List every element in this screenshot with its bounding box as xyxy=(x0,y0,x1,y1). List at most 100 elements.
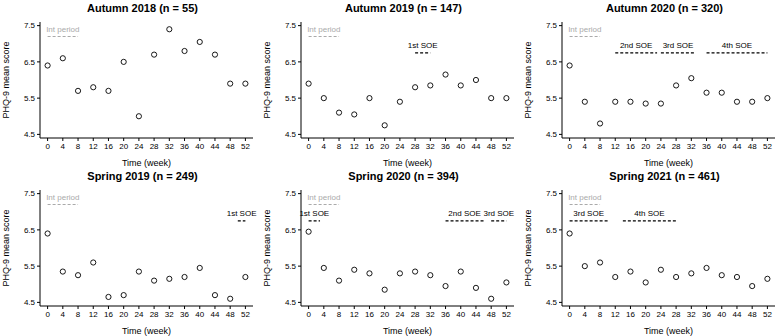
svg-text:20: 20 xyxy=(380,310,389,319)
svg-text:28: 28 xyxy=(672,142,681,151)
svg-text:16: 16 xyxy=(104,310,113,319)
svg-text:5.5: 5.5 xyxy=(285,94,297,103)
svg-text:4: 4 xyxy=(583,310,588,319)
svg-text:3rd SOE: 3rd SOE xyxy=(663,41,694,50)
svg-text:48: 48 xyxy=(748,310,757,319)
svg-text:44: 44 xyxy=(733,142,742,151)
svg-text:8: 8 xyxy=(598,310,603,319)
svg-text:0: 0 xyxy=(306,310,311,319)
svg-text:0: 0 xyxy=(45,142,50,151)
svg-text:20: 20 xyxy=(641,142,650,151)
svg-text:2nd SOE: 2nd SOE xyxy=(448,209,480,218)
svg-text:6.5: 6.5 xyxy=(546,226,558,235)
svg-text:12: 12 xyxy=(611,310,620,319)
svg-text:PHQ-9 mean score: PHQ-9 mean score xyxy=(262,209,272,286)
svg-text:4th SOE: 4th SOE xyxy=(722,41,752,50)
svg-text:36: 36 xyxy=(180,310,189,319)
svg-text:Time (week): Time (week) xyxy=(122,326,171,336)
svg-text:Int period: Int period xyxy=(568,25,601,34)
svg-text:24: 24 xyxy=(395,142,404,151)
svg-text:PHQ-9 mean score: PHQ-9 mean score xyxy=(523,41,533,118)
svg-text:52: 52 xyxy=(763,142,772,151)
svg-text:4: 4 xyxy=(322,310,327,319)
svg-text:44: 44 xyxy=(733,310,742,319)
svg-text:32: 32 xyxy=(687,310,696,319)
svg-text:7.5: 7.5 xyxy=(546,189,558,198)
svg-text:4.5: 4.5 xyxy=(285,298,297,307)
svg-text:28: 28 xyxy=(411,142,420,151)
svg-text:52: 52 xyxy=(502,310,511,319)
svg-text:Time (week): Time (week) xyxy=(383,326,432,336)
svg-text:0: 0 xyxy=(45,310,50,319)
svg-text:44: 44 xyxy=(472,310,481,319)
svg-text:PHQ-9 mean score: PHQ-9 mean score xyxy=(262,41,272,118)
svg-text:1st SOE: 1st SOE xyxy=(299,209,329,218)
svg-text:40: 40 xyxy=(456,310,465,319)
svg-text:4: 4 xyxy=(61,310,66,319)
svg-text:5.5: 5.5 xyxy=(24,262,36,271)
svg-text:36: 36 xyxy=(441,142,450,151)
svg-text:8: 8 xyxy=(337,310,342,319)
svg-text:36: 36 xyxy=(180,142,189,151)
svg-text:6.5: 6.5 xyxy=(285,58,297,67)
svg-text:52: 52 xyxy=(763,310,772,319)
svg-text:40: 40 xyxy=(195,142,204,151)
svg-text:12: 12 xyxy=(89,310,98,319)
svg-text:0: 0 xyxy=(567,142,572,151)
svg-text:7.5: 7.5 xyxy=(24,21,36,30)
svg-text:20: 20 xyxy=(119,310,128,319)
svg-text:4: 4 xyxy=(61,142,66,151)
svg-text:Int period: Int period xyxy=(307,25,340,34)
svg-text:1st SOE: 1st SOE xyxy=(408,41,438,50)
svg-text:8: 8 xyxy=(76,142,81,151)
svg-text:4: 4 xyxy=(322,142,327,151)
svg-text:20: 20 xyxy=(380,142,389,151)
svg-text:7.5: 7.5 xyxy=(285,189,297,198)
svg-text:24: 24 xyxy=(656,310,665,319)
svg-text:32: 32 xyxy=(687,142,696,151)
svg-text:5.5: 5.5 xyxy=(546,94,558,103)
svg-text:20: 20 xyxy=(119,142,128,151)
svg-text:44: 44 xyxy=(211,142,220,151)
svg-text:6.5: 6.5 xyxy=(546,58,558,67)
svg-text:Time (week): Time (week) xyxy=(122,158,171,168)
svg-text:4.5: 4.5 xyxy=(285,130,297,139)
svg-text:48: 48 xyxy=(487,142,496,151)
svg-text:36: 36 xyxy=(441,310,450,319)
svg-text:40: 40 xyxy=(195,310,204,319)
svg-text:5.5: 5.5 xyxy=(546,262,558,271)
svg-text:40: 40 xyxy=(717,310,726,319)
svg-text:PHQ-9 mean score: PHQ-9 mean score xyxy=(8,209,11,286)
svg-text:3rd SOE: 3rd SOE xyxy=(573,209,604,218)
svg-text:4th SOE: 4th SOE xyxy=(634,209,664,218)
svg-text:8: 8 xyxy=(76,310,81,319)
svg-text:32: 32 xyxy=(426,142,435,151)
svg-text:48: 48 xyxy=(226,310,235,319)
svg-text:5.5: 5.5 xyxy=(285,262,297,271)
svg-text:44: 44 xyxy=(472,142,481,151)
svg-text:3rd SOE: 3rd SOE xyxy=(483,209,514,218)
svg-text:Time (week): Time (week) xyxy=(644,158,693,168)
svg-text:44: 44 xyxy=(211,310,220,319)
svg-text:0: 0 xyxy=(567,310,572,319)
svg-text:7.5: 7.5 xyxy=(546,21,558,30)
svg-text:Int period: Int period xyxy=(568,193,601,202)
svg-text:5.5: 5.5 xyxy=(24,94,36,103)
svg-text:36: 36 xyxy=(702,142,711,151)
svg-text:24: 24 xyxy=(656,142,665,151)
svg-text:28: 28 xyxy=(150,142,159,151)
svg-text:6.5: 6.5 xyxy=(24,58,36,67)
svg-text:32: 32 xyxy=(165,310,174,319)
svg-text:4.5: 4.5 xyxy=(24,298,36,307)
svg-text:12: 12 xyxy=(350,310,359,319)
svg-text:20: 20 xyxy=(641,310,650,319)
svg-text:16: 16 xyxy=(626,310,635,319)
svg-text:6.5: 6.5 xyxy=(24,226,36,235)
svg-text:12: 12 xyxy=(611,142,620,151)
svg-text:4: 4 xyxy=(583,142,588,151)
svg-text:PHQ-9 mean score: PHQ-9 mean score xyxy=(523,209,533,286)
svg-text:1st SOE: 1st SOE xyxy=(227,209,257,218)
svg-text:Time (week): Time (week) xyxy=(383,158,432,168)
svg-text:24: 24 xyxy=(395,310,404,319)
svg-text:32: 32 xyxy=(426,310,435,319)
